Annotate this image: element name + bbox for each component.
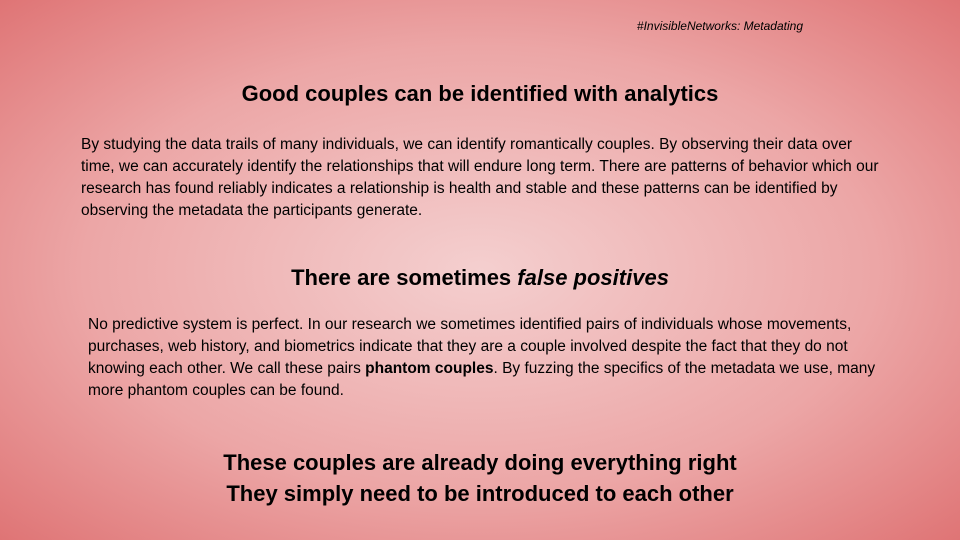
section-heading-false-positives: There are sometimes false positives (0, 265, 960, 291)
paragraph-text-before: No predictive system is perfect. In our … (88, 316, 852, 377)
section-heading-analytics: Good couples can be identified with anal… (241, 81, 719, 106)
closing-statement: These couples are already doing everythi… (0, 447, 960, 509)
closing-line-2: They simply need to be introduced to eac… (226, 481, 734, 506)
hashtag-label: #InvisibleNetworks: Metadating (636, 19, 803, 33)
paragraph-text-after: . By fuzzing the specifics of the metada… (88, 360, 876, 399)
heading-prefix: There are sometimes (291, 265, 518, 290)
phantom-couples-term: phantom couples (365, 360, 494, 377)
closing-line-1: These couples are already doing everythi… (223, 450, 737, 475)
paragraph-false-positives: No predictive system is perfect. In our … (88, 314, 883, 402)
heading-emphasis: false positives (517, 265, 669, 290)
paragraph-analytics: By studying the data trails of many indi… (81, 136, 879, 219)
